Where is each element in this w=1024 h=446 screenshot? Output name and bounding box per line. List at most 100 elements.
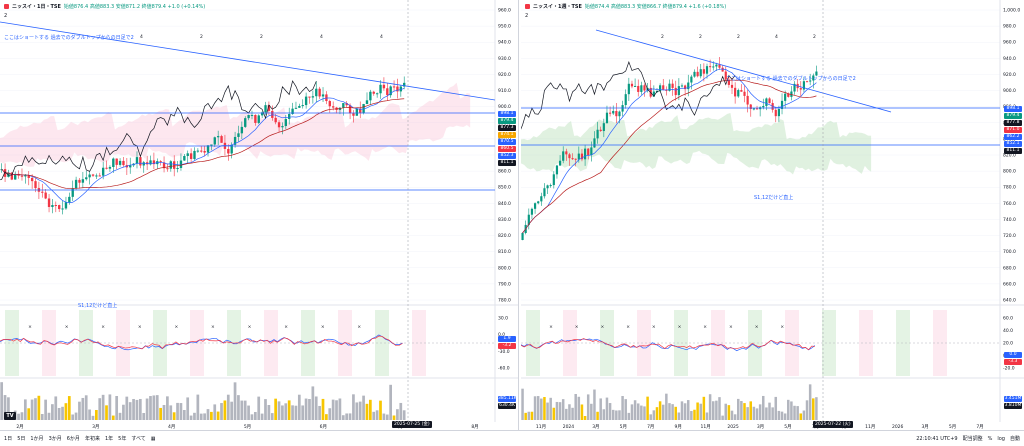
price-tag: -3.2 [498, 343, 516, 349]
volume-bar [71, 414, 75, 420]
candle-body [193, 150, 196, 159]
volume-bar [321, 398, 325, 420]
candle-body [702, 69, 705, 74]
candle-body [291, 108, 294, 115]
symbol-label[interactable]: ニッスイ・1日・TSE [12, 4, 61, 10]
price-tag: 811.1 [498, 160, 516, 166]
signal-flag-label: 2 [661, 34, 664, 40]
volume-bar [243, 400, 247, 420]
timeframe-button[interactable]: 1年 [104, 436, 114, 442]
volume-bar [362, 395, 365, 420]
volume-bar [88, 409, 91, 420]
candle-body [568, 154, 571, 159]
volume-bar [142, 413, 146, 420]
calendar-icon[interactable]: ▦ [150, 435, 156, 442]
adjust-toggle[interactable]: 配当調整 [962, 436, 983, 442]
signal-flag-label: 2 [260, 34, 263, 40]
symbol-label[interactable]: ニッスイ・1週・TSE [533, 4, 582, 10]
price-tag: 870.5 [498, 139, 516, 145]
volume-bar [721, 415, 724, 420]
volume-bar [533, 396, 537, 420]
volume-bar [596, 411, 599, 420]
osc-axis-label: -20.0 [1003, 366, 1015, 372]
volume-bar [402, 410, 406, 420]
osc-background-band [785, 310, 799, 376]
timeframe-button[interactable]: 3か月 [48, 436, 62, 442]
candle-body [372, 91, 375, 94]
volume-bar [733, 414, 737, 420]
legend-sub[interactable]: 2 [4, 13, 8, 19]
volume-bar [51, 404, 54, 420]
log-toggle[interactable]: log [997, 435, 1005, 442]
legend-sub[interactable]: 2 [525, 13, 529, 19]
volume-bar [643, 406, 646, 420]
volume-bar [705, 412, 709, 420]
volume-bar [250, 414, 254, 420]
lagging-span-line [521, 60, 736, 130]
time-axis-label: 11月 [701, 424, 711, 430]
candle-body [577, 153, 580, 160]
volume-bar [527, 411, 531, 420]
timeframe-button[interactable]: 年初来 [84, 436, 100, 442]
timeframe-button[interactable]: 1日 [4, 436, 13, 442]
candle-body [643, 85, 646, 91]
candle-body [108, 166, 112, 169]
time-axis-label: 3月 [921, 424, 928, 430]
volume-bar [677, 412, 681, 420]
candle-body [587, 148, 590, 156]
price-tag: 879.4 [1004, 113, 1022, 119]
osc-cross-marker: × [248, 324, 252, 330]
volume-bar [565, 408, 568, 420]
osc-axis-label: -60.0 [498, 366, 510, 372]
candle-body [668, 83, 671, 91]
date-cursor-tag-left: 2025-07-25 (金) [392, 421, 432, 428]
candle-body [546, 185, 549, 189]
volume-bar [7, 397, 10, 420]
volume-bar [702, 396, 706, 420]
volume-bar [615, 410, 618, 420]
price-tag: 630.4K [498, 403, 516, 409]
percent-toggle[interactable]: % [987, 435, 993, 442]
time-axis-label: 5月 [244, 424, 251, 430]
price-axis-label: 700.0 [1003, 249, 1016, 255]
volume-bar [683, 403, 687, 420]
volume-bar [389, 384, 392, 420]
timeframe-button[interactable]: 6か月 [66, 436, 80, 442]
volume-bar [125, 396, 129, 420]
timeframe-button[interactable]: すべて [131, 436, 146, 442]
volume-bar [385, 414, 389, 420]
candle-body [260, 112, 264, 116]
daily-chart-panel[interactable]: ニッスイ・1日・TSE 始値876.4 高値883.3 安値871.2 終値87… [0, 0, 519, 430]
candle-body [396, 86, 399, 92]
volume-bar [652, 410, 656, 420]
timeframe-button[interactable]: 5年 [118, 436, 127, 442]
volume-bar [122, 404, 125, 420]
price-axis-label: 960.0 [498, 8, 511, 14]
volume-bar [558, 402, 562, 420]
price-tag: 898.1 [1004, 106, 1022, 112]
time-display[interactable]: 22:10:41 UTC+9 [916, 435, 958, 442]
osc-axis-label: -30.0 [498, 349, 510, 355]
volume-bar [331, 399, 335, 420]
timeframe-button[interactable]: 5日 [17, 436, 26, 442]
candle-body [746, 95, 749, 105]
osc-cross-marker: × [174, 324, 178, 330]
price-tag: 385.11K [498, 396, 517, 402]
volume-bar [186, 397, 190, 420]
weekly-chart-panel[interactable]: ニッスイ・1週・TSE 始値874.4 高値883.3 安値866.7 終値87… [521, 0, 1024, 430]
chart-canvas-right[interactable]: 1,000.0980.0960.0940.0920.0900.0880.0860… [521, 0, 1024, 430]
volume-bar [379, 400, 382, 420]
volume-bar [711, 401, 715, 420]
osc-cross-marker: × [65, 324, 69, 330]
candle-body [105, 167, 108, 169]
volume-bar [593, 389, 596, 420]
candle-body [790, 91, 793, 97]
timeframe-button[interactable]: 1か月 [30, 436, 44, 442]
ma-line-fast [522, 68, 817, 234]
chart-canvas-left[interactable]: 960.0950.0940.0930.0920.0910.0900.0890.0… [0, 0, 519, 430]
volume-bar [27, 408, 31, 420]
volume-bar [213, 404, 217, 420]
auto-toggle[interactable]: 自動 [1009, 436, 1020, 442]
volume-bar [549, 397, 552, 420]
candle-body [799, 88, 802, 90]
